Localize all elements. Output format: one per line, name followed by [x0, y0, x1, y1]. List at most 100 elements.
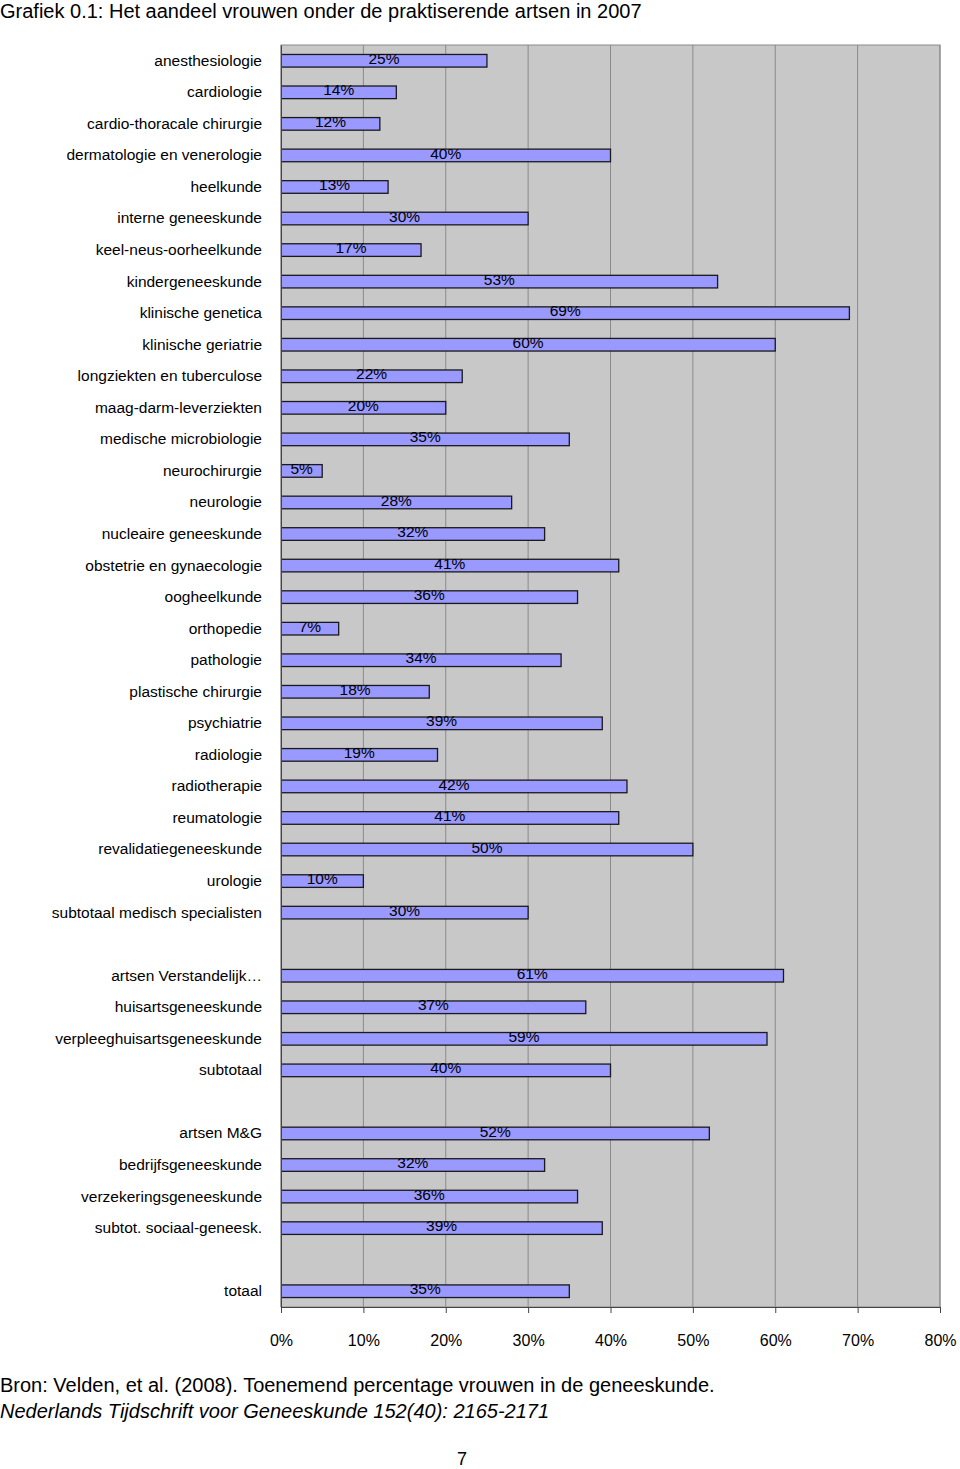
- y-tick: subtotaal: [199, 1061, 281, 1078]
- y-tick-label: revalidatiegeneeskunde: [98, 840, 262, 857]
- data-label: 52%: [480, 1123, 511, 1140]
- y-tick: subtot. sociaal-geneesk.: [95, 1219, 281, 1236]
- data-label: 35%: [410, 428, 441, 445]
- data-label: 25%: [368, 50, 399, 67]
- y-tick: cardio-thoracale chirurgie: [87, 115, 281, 132]
- data-label: 34%: [406, 649, 437, 666]
- y-tick: heelkunde: [190, 178, 281, 195]
- y-tick: medische microbiologie: [100, 430, 281, 447]
- x-tick: 30%: [513, 1307, 545, 1349]
- x-tick-label: 10%: [348, 1332, 380, 1349]
- y-tick-label: cardio-thoracale chirurgie: [87, 115, 262, 132]
- y-tick: oogheelkunde: [165, 588, 281, 605]
- x-tick-mark: [363, 1307, 364, 1313]
- data-label: 60%: [513, 334, 544, 351]
- data-label: 20%: [348, 397, 379, 414]
- data-label: 22%: [356, 365, 387, 382]
- data-label: 36%: [414, 586, 445, 603]
- data-label: 10%: [307, 870, 338, 887]
- grid-line: [857, 45, 858, 1307]
- data-label: 32%: [397, 523, 428, 540]
- y-tick: artsen M&G: [179, 1124, 281, 1141]
- data-label: 53%: [484, 271, 515, 288]
- y-tick-label: maag-darm-leverziekten: [95, 399, 262, 416]
- x-tick: 10%: [348, 1307, 380, 1349]
- x-tick-mark: [611, 1307, 612, 1313]
- x-tick-label: 40%: [595, 1332, 627, 1349]
- x-tick: 20%: [430, 1307, 462, 1349]
- data-label: 41%: [434, 807, 465, 824]
- y-tick: interne geneeskunde: [117, 209, 281, 226]
- bars: [281, 54, 849, 1297]
- y-tick: longziekten en tuberculose: [78, 367, 281, 384]
- data-label: 14%: [323, 81, 354, 98]
- y-tick: totaal: [224, 1282, 281, 1299]
- data-label: 32%: [397, 1154, 428, 1171]
- y-tick-label: cardiologie: [187, 83, 262, 100]
- y-tick-label: neurologie: [190, 493, 262, 510]
- y-tick-label: subtotaal medisch specialisten: [52, 904, 262, 921]
- data-label: 30%: [389, 902, 420, 919]
- x-tick-mark: [858, 1307, 859, 1313]
- data-label: 13%: [319, 176, 350, 193]
- y-tick-label: orthopedie: [189, 620, 262, 637]
- data-label: 35%: [410, 1280, 441, 1297]
- y-tick-label: bedrijfsgeneeskunde: [119, 1156, 262, 1173]
- y-tick: psychiatrie: [188, 714, 281, 731]
- y-tick: maag-darm-leverziekten: [95, 399, 281, 416]
- y-tick-label: neurochirurgie: [163, 462, 262, 479]
- y-tick-label: dermatologie en venerologie: [66, 146, 262, 163]
- grid-line: [445, 45, 446, 1307]
- y-tick: reumatologie: [172, 809, 281, 826]
- x-tick-label: 70%: [842, 1332, 874, 1349]
- y-tick: verzekeringsgeneeskunde: [81, 1188, 281, 1205]
- y-tick-label: oogheelkunde: [165, 588, 262, 605]
- grid-line: [610, 45, 611, 1307]
- annotation: Nederlands Tijdschrift voor Geneeskunde …: [0, 1400, 549, 1422]
- data-label: 39%: [426, 1217, 457, 1234]
- data-label: 59%: [508, 1028, 539, 1045]
- y-tick-label: keel-neus-oorheelkunde: [96, 241, 262, 258]
- data-label: 5%: [290, 460, 313, 477]
- y-tick-label: heelkunde: [190, 178, 262, 195]
- y-tick: bedrijfsgeneeskunde: [119, 1156, 281, 1173]
- data-label: 40%: [430, 1059, 461, 1076]
- x-tick-mark: [693, 1307, 694, 1313]
- grid-line: [775, 45, 776, 1307]
- y-tick: klinische genetica: [140, 304, 281, 321]
- plot-frame: [281, 45, 940, 1307]
- y-tick-label: reumatologie: [172, 809, 262, 826]
- y-tick-label: interne geneeskunde: [117, 209, 262, 226]
- y-tick: huisartsgeneeskunde: [115, 998, 281, 1015]
- x-tick: 40%: [595, 1307, 627, 1349]
- data-label: 42%: [438, 776, 469, 793]
- y-tick-label: anesthesiologie: [154, 52, 262, 69]
- y-tick: klinische geriatrie: [142, 336, 281, 353]
- data-label: 17%: [336, 239, 367, 256]
- x-tick-mark: [775, 1307, 776, 1313]
- x-axis-line: [282, 1308, 941, 1314]
- y-tick-label: totaal: [224, 1282, 262, 1299]
- title: Grafiek 0.1: Het aandeel vrouwen onder d…: [0, 0, 642, 22]
- y-tick: urologie: [207, 872, 281, 889]
- x-axis: 0%10%20%30%40%50%60%70%80%: [270, 1307, 957, 1349]
- x-tick-label: 0%: [270, 1332, 293, 1349]
- data-label: 61%: [517, 965, 548, 982]
- x-tick-label: 50%: [677, 1332, 709, 1349]
- y-tick: keel-neus-oorheelkunde: [96, 241, 281, 258]
- y-tick: artsen Verstandelijk…: [111, 967, 281, 984]
- annotation: 7: [457, 1449, 467, 1469]
- x-tick-label: 30%: [513, 1332, 545, 1349]
- plot-background: [281, 45, 940, 1307]
- data-label: 19%: [344, 744, 375, 761]
- data-label: 28%: [381, 492, 412, 509]
- x-tick-mark: [528, 1307, 529, 1313]
- chart: Grafiek 0.1: Het aandeel vrouwen onder d…: [0, 0, 960, 1469]
- x-tick-label: 60%: [760, 1332, 792, 1349]
- data-label: 12%: [315, 113, 346, 130]
- y-tick-label: psychiatrie: [188, 714, 262, 731]
- y-tick: kindergeneeskunde: [127, 273, 281, 290]
- data-labels: 25%14%12%40%13%30%17%53%69%60%22%20%35%5…: [290, 50, 581, 1297]
- data-label: 40%: [430, 145, 461, 162]
- x-tick: 50%: [677, 1307, 709, 1349]
